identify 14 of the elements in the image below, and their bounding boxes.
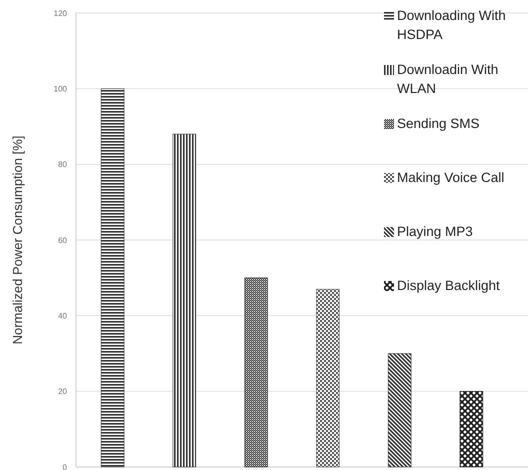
legend-label: Downloading With HSDPA bbox=[397, 8, 506, 42]
y-tick-label: 40 bbox=[58, 311, 68, 320]
y-tick-label: 60 bbox=[58, 236, 68, 245]
legend-label: Sending SMS bbox=[397, 116, 480, 131]
y-tick-label: 120 bbox=[54, 8, 68, 18]
y-tick-label: 0 bbox=[62, 462, 68, 470]
legend-label: Playing MP3 bbox=[397, 224, 473, 239]
y-tick-label: 20 bbox=[58, 387, 68, 396]
legend-label: Downloadin With WLAN bbox=[397, 62, 498, 96]
y-tick-label: 100 bbox=[54, 84, 68, 94]
y-axis-title: Normalized Power Consumption [%] bbox=[10, 136, 25, 344]
legend-label: Display Backlight bbox=[397, 278, 500, 293]
legend-label: Making Voice Call bbox=[397, 170, 504, 185]
y-tick-label: 80 bbox=[58, 160, 68, 170]
